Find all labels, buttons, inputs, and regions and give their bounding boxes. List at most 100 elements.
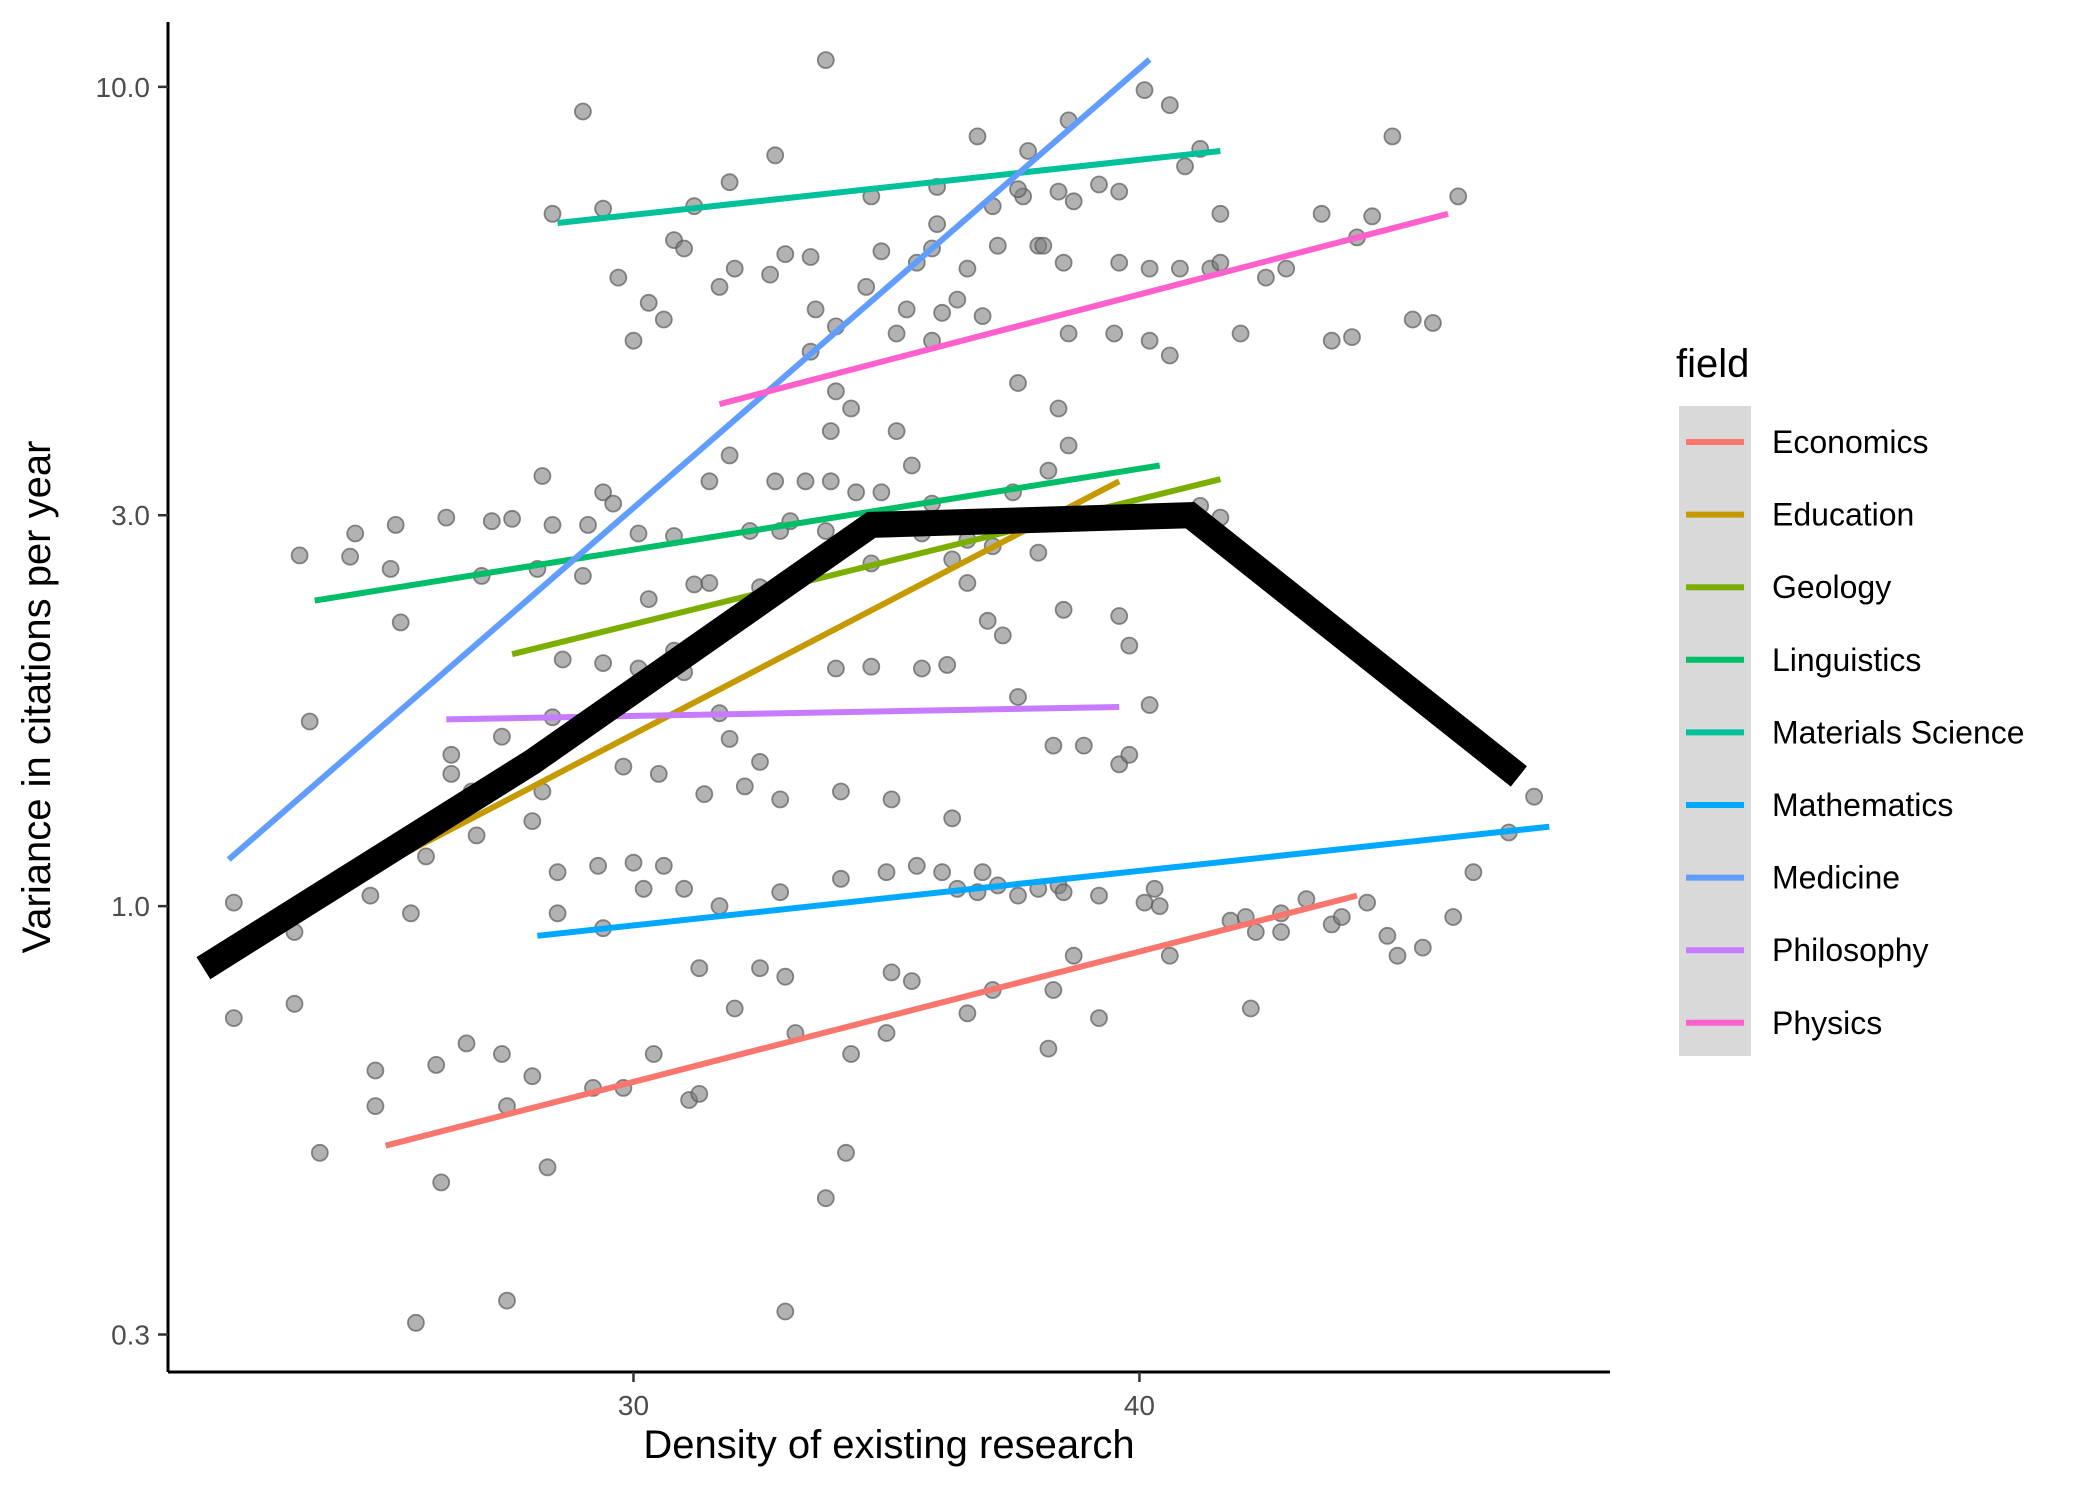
data-point <box>1424 314 1442 332</box>
series-line-economics <box>384 892 1358 1149</box>
data-point <box>432 1173 451 1192</box>
data-point <box>857 277 876 296</box>
data-point <box>1054 600 1073 619</box>
data-point <box>1312 204 1331 223</box>
data-point <box>751 959 769 978</box>
data-point <box>1176 157 1194 176</box>
data-point <box>973 307 992 326</box>
data-point <box>796 472 815 491</box>
data-point <box>690 959 709 978</box>
data-point <box>877 863 896 882</box>
data-point <box>366 1061 385 1080</box>
y-tick-label: 10.0 <box>96 72 151 103</box>
data-point <box>1378 926 1397 945</box>
y-tick-label: 3.0 <box>111 500 150 531</box>
data-point <box>1054 883 1073 902</box>
data-point <box>675 239 693 258</box>
data-point <box>1110 253 1129 272</box>
data-point <box>523 812 542 830</box>
data-point <box>1105 324 1124 343</box>
data-point <box>1150 897 1169 915</box>
data-point <box>720 446 739 465</box>
data-point <box>882 963 901 982</box>
data-point <box>1140 331 1159 350</box>
data-point <box>401 904 420 923</box>
data-point <box>827 659 845 678</box>
data-point <box>574 102 592 121</box>
data-point <box>224 1009 243 1027</box>
legend-label: Linguistics <box>1772 642 1921 678</box>
y-tick-label: 0.3 <box>111 1320 150 1351</box>
legend-label: Education <box>1772 497 1914 533</box>
data-point <box>821 422 840 441</box>
data-point <box>442 765 461 783</box>
data-point <box>1110 182 1129 201</box>
data-point <box>842 1045 860 1063</box>
data-point <box>862 657 881 676</box>
data-point <box>1049 399 1068 418</box>
data-point <box>579 516 597 534</box>
data-point <box>968 127 987 146</box>
data-point <box>771 883 790 902</box>
data-point <box>346 524 365 543</box>
data-point <box>872 242 891 261</box>
data-point <box>710 897 729 915</box>
data-point <box>427 1056 446 1074</box>
data-point <box>1332 908 1351 926</box>
data-point <box>224 893 243 912</box>
legend-label: Geology <box>1772 569 1891 605</box>
data-point <box>725 999 744 1018</box>
data-point <box>1241 999 1260 1018</box>
field-trend-lines <box>226 57 1550 1149</box>
data-point <box>492 1045 511 1063</box>
data-point <box>847 483 865 502</box>
data-point <box>766 472 785 491</box>
data-point <box>801 248 820 266</box>
data-point <box>1322 331 1341 350</box>
data-point <box>391 613 410 632</box>
data-point <box>649 765 668 783</box>
data-point <box>1160 346 1179 365</box>
data-point <box>1064 946 1083 965</box>
data-point <box>1277 259 1296 278</box>
data-point <box>710 277 729 296</box>
data-point <box>285 994 304 1013</box>
x-axis-title: Density of existing research <box>643 1423 1134 1467</box>
data-point <box>1272 923 1290 941</box>
data-point <box>604 494 623 513</box>
data-point <box>594 199 612 218</box>
data-point <box>574 567 592 585</box>
data-point <box>1231 324 1250 343</box>
data-point <box>1140 259 1159 278</box>
legend-label: Physics <box>1772 1005 1882 1041</box>
data-point <box>837 1143 855 1162</box>
data-point <box>1525 787 1543 806</box>
data-point <box>634 879 653 898</box>
data-point <box>842 399 860 418</box>
data-point <box>381 560 400 578</box>
data-point <box>1211 204 1230 223</box>
data-point <box>1257 268 1275 287</box>
series-line-physics <box>718 210 1449 408</box>
data-point <box>821 472 840 491</box>
data-point <box>1039 461 1058 480</box>
data-point <box>498 1291 516 1310</box>
data-point <box>675 879 693 898</box>
data-point <box>1160 96 1179 114</box>
data-point <box>386 516 405 534</box>
data-point <box>933 303 951 322</box>
data-point <box>958 574 977 592</box>
data-point <box>1009 688 1027 706</box>
data-point <box>993 626 1012 645</box>
data-point <box>1120 745 1139 764</box>
data-point <box>310 1143 329 1162</box>
data-point <box>1090 886 1108 905</box>
data-point <box>816 522 835 540</box>
data-point <box>1090 175 1108 194</box>
data-point <box>943 809 962 828</box>
tick-marks-and-labels: 30 40 0.3 1.0 3.0 10.0 <box>96 72 1156 1421</box>
data-point <box>614 757 633 776</box>
data-point <box>776 245 795 264</box>
data-point <box>1145 879 1164 898</box>
